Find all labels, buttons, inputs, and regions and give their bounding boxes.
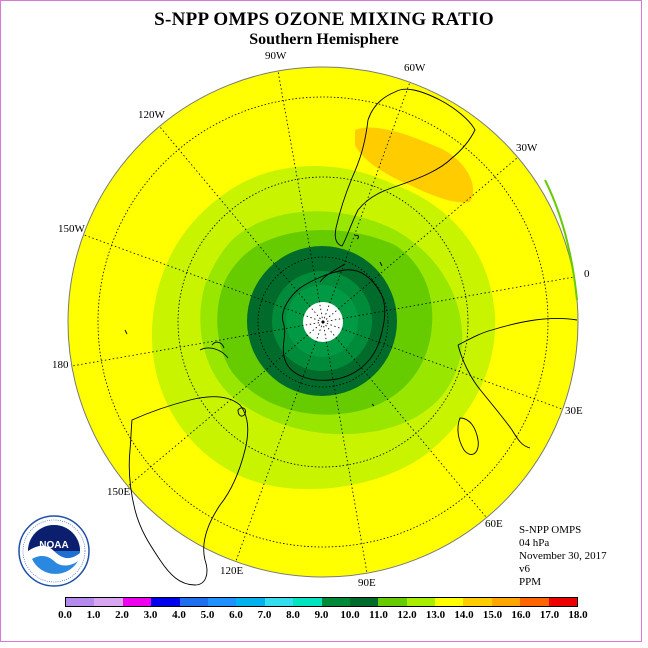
lon-label-150e: 150E <box>107 486 131 498</box>
lon-label-90w: 90W <box>265 50 287 62</box>
coastline-new-zealand <box>199 341 229 359</box>
colorbar-segment <box>66 598 95 606</box>
colorbar-tick-label: 13.0 <box>425 609 446 621</box>
edge-tint <box>544 179 578 301</box>
colorbar-tick-label: 1.0 <box>86 609 101 621</box>
colorbar-tick-label: 11.0 <box>369 609 388 621</box>
colorbar-segment <box>94 598 123 606</box>
colorbar-tick-label: 5.0 <box>200 609 215 621</box>
colorbar-tick-label: 4.0 <box>172 609 186 621</box>
colorbar-segment <box>435 598 464 606</box>
ozone-level-orange <box>355 127 474 203</box>
pole-marker <box>321 320 325 324</box>
lon-label-120e: 120E <box>220 565 244 577</box>
lon-label-30w: 30W <box>516 142 538 154</box>
info-level: 04 hPa <box>519 537 550 549</box>
meridian-90e <box>322 321 368 574</box>
colorbar-segment <box>349 598 379 606</box>
colorbar-tick-label: 0.0 <box>58 609 72 621</box>
colorbar-segment <box>520 598 549 606</box>
info-date: November 30, 2017 <box>519 550 607 562</box>
page-subtitle: Southern Hemisphere <box>249 31 399 48</box>
colorbar-tick-label: 16.0 <box>511 609 531 621</box>
colorbar-tick-label: 15.0 <box>482 609 503 621</box>
meridian-60w <box>322 81 411 323</box>
colorbar-tick-label: 3.0 <box>143 609 158 621</box>
info-version: v6 <box>519 563 530 575</box>
meridian-150e <box>127 321 324 487</box>
lat-circle-60 <box>177 176 469 468</box>
colorbar-segment <box>264 598 294 606</box>
coastline-peninsula <box>319 263 346 283</box>
lat-circle-80 <box>257 256 389 388</box>
lon-label-60e: 60E <box>485 518 503 530</box>
lon-label-120w: 120W <box>138 109 165 121</box>
colorbar-segment <box>548 598 578 606</box>
coastline-islands <box>124 261 383 407</box>
colorbar-segment <box>122 598 152 606</box>
colorbar-tick-label: 10.0 <box>340 609 360 621</box>
colorbar-segment <box>236 598 265 606</box>
lon-label-60w: 60W <box>404 62 426 74</box>
colorbar <box>65 597 578 607</box>
colorbar-segment <box>293 598 322 606</box>
colorbar-tick-label: 14.0 <box>454 609 474 621</box>
lat-circle-40 <box>97 96 549 548</box>
colorbar-tick-label: 2.0 <box>115 609 129 621</box>
logo-text: NOAA <box>39 540 68 551</box>
colorbar-segment <box>378 598 407 606</box>
colorbar-tick-label: 7.0 <box>257 609 272 621</box>
colorbar-segment <box>207 598 237 606</box>
coastline-australia <box>128 396 249 586</box>
coastline-africa <box>457 318 578 449</box>
meridian-180 <box>71 321 324 367</box>
coastline-antarctica <box>282 269 386 381</box>
colorbar-tick-label: 9.0 <box>314 609 329 621</box>
colorbar-tick-label: 12.0 <box>397 609 417 621</box>
colorbar-tick-label: 6.0 <box>229 609 243 621</box>
colorbar-segment <box>321 598 350 606</box>
coastline-tasmania <box>237 407 246 417</box>
colorbar-tick-label: 18.0 <box>568 609 588 621</box>
meridian-0 <box>322 276 575 323</box>
lon-label-30e: 30E <box>565 405 583 417</box>
colorbar-tick-label: 8.0 <box>286 609 300 621</box>
colorbar-segment <box>179 598 208 606</box>
colorbar-segment <box>406 598 436 606</box>
noaa-logo-icon: NOAA <box>18 515 90 587</box>
page-title: S-NPP OMPS OZONE MIXING RATIO <box>154 9 494 30</box>
map-boundary <box>67 66 579 578</box>
coastline-madagascar <box>457 417 479 455</box>
colorbar-segment <box>151 598 180 606</box>
colorbar-tick-label: 17.0 <box>539 609 560 621</box>
coastline-south-america <box>334 88 476 247</box>
info-units: PPM <box>519 576 542 588</box>
lon-label-90e: 90E <box>358 577 376 589</box>
colorbar-segment <box>491 598 521 606</box>
colorbar-segment <box>463 598 492 606</box>
coastline-falklands <box>354 234 359 240</box>
lon-label-180: 180 <box>52 359 69 371</box>
lon-label-150w: 150W <box>58 223 85 235</box>
meridian-90w <box>277 70 324 323</box>
lon-label-0: 0 <box>584 268 590 280</box>
product-info: S-NPP OMPS 04 hPa November 30, 2017 v6 P… <box>519 524 607 589</box>
info-instrument: S-NPP OMPS <box>519 524 582 536</box>
